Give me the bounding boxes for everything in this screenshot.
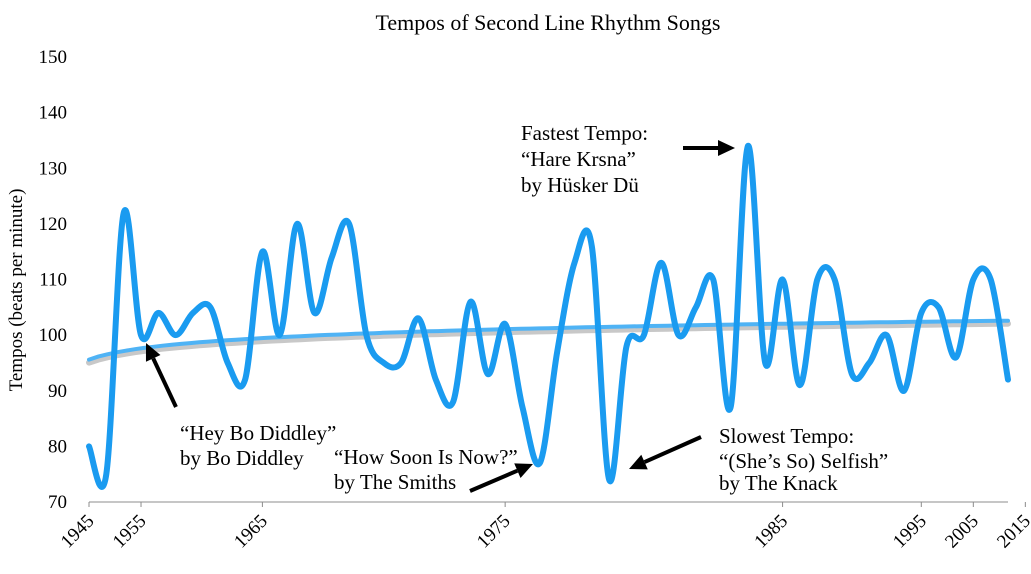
x-tick-label: 1955 <box>109 511 151 553</box>
annotation-bo-diddley-line1: “Hey Bo Diddley” <box>180 421 336 445</box>
annotation-smiths-line1: “How Soon Is Now?” <box>334 445 518 469</box>
annotation-arrows <box>145 140 735 493</box>
annotation-fastest-line2: “Hare Krsna” <box>521 147 636 171</box>
arrow-smiths-shaft <box>469 468 519 493</box>
x-tick-label: 2015 <box>993 511 1031 553</box>
annotation-bo-diddley-line2: by Bo Diddley <box>180 446 304 470</box>
x-tick-label: 2005 <box>941 511 983 553</box>
arrow-bo-diddley-shaft <box>151 357 178 408</box>
y-axis-label: Tempos (beats per minute) <box>6 189 27 392</box>
arrow-slowest-shaft <box>643 435 702 464</box>
x-tick-label: 1995 <box>889 511 931 553</box>
trend-line-group <box>86 318 1011 366</box>
y-tick-label: 120 <box>39 214 68 235</box>
annotation-fastest-line3: by Hüsker Dü <box>521 173 639 197</box>
y-tick-label: 130 <box>39 158 68 179</box>
x-tick-labels: 1945 1955 1965 1975 1985 1995 2005 2015 <box>57 502 1031 552</box>
y-tick-label: 140 <box>39 103 68 124</box>
y-tick-labels: 70 80 90 100 110 120 130 140 150 <box>39 47 68 513</box>
annotation-slowest-line2: “(She’s So) Selfish” <box>719 449 888 473</box>
arrow-slowest-head <box>629 454 648 470</box>
trend-line <box>87 318 1010 362</box>
y-tick-label: 110 <box>39 270 67 291</box>
arrow-bo-diddley-head <box>145 343 161 362</box>
x-tick-label: 1985 <box>750 511 792 553</box>
y-tick-label: 150 <box>39 47 68 68</box>
annotations: Fastest Tempo: “Hare Krsna” by Hüsker Dü… <box>180 121 888 495</box>
annotation-smiths-line2: by The Smiths <box>334 470 456 494</box>
arrow-smiths-head <box>514 463 533 479</box>
x-tick-label: 1965 <box>230 511 272 553</box>
chart-title: Tempos of Second Line Rhythm Songs <box>376 10 721 35</box>
arrow-fastest-head <box>718 140 735 156</box>
x-tick-label: 1945 <box>57 511 99 553</box>
trend-line-shadow <box>86 320 1011 366</box>
x-tick-label: 1975 <box>473 511 515 553</box>
series-line-group <box>86 142 1011 490</box>
annotation-slowest-line1: Slowest Tempo: <box>719 424 854 448</box>
annotation-fastest-line1: Fastest Tempo: <box>521 121 648 145</box>
y-tick-label: 80 <box>48 436 67 457</box>
annotation-slowest-line3: by The Knack <box>719 471 838 495</box>
y-tick-label: 70 <box>48 492 67 513</box>
y-tick-label: 90 <box>48 381 67 402</box>
y-tick-label: 100 <box>39 325 68 346</box>
